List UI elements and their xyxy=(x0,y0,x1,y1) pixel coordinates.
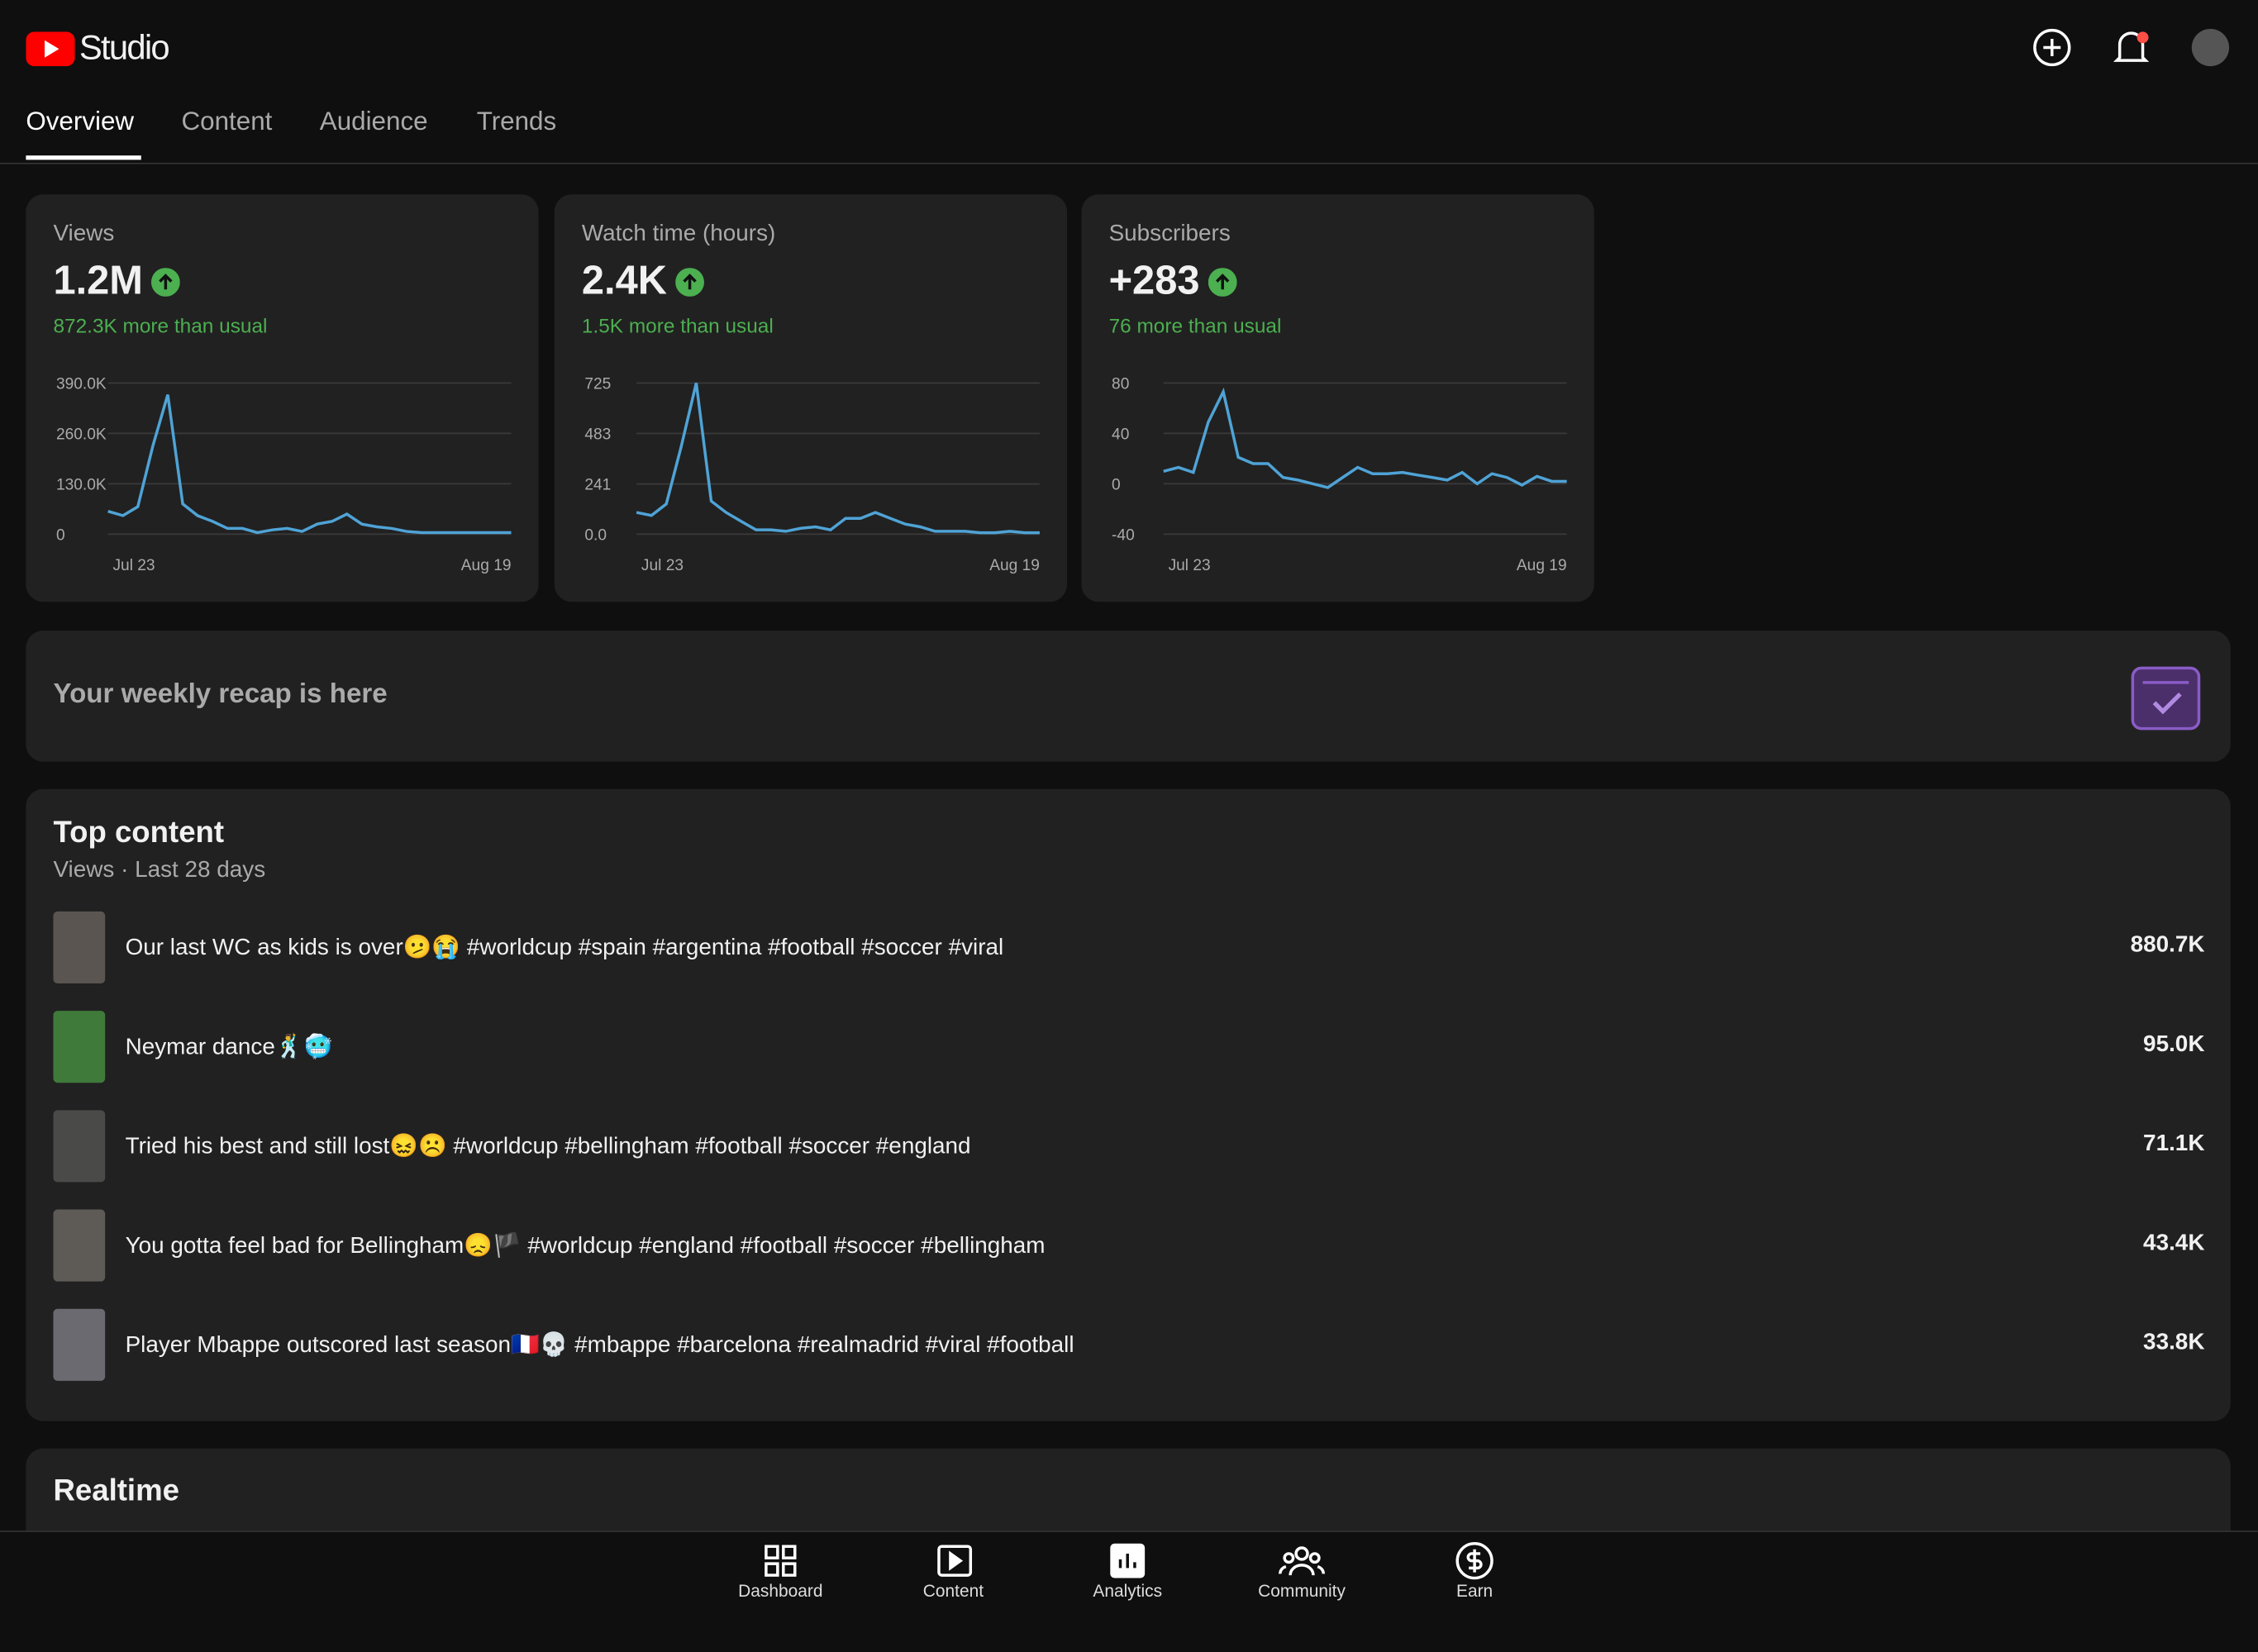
metric-value: 1.2M xyxy=(53,258,181,304)
tab[interactable]: Audience xyxy=(319,106,428,136)
y-tick-label: 80 xyxy=(1112,375,1129,393)
row-title: Our last WC as kids is over🫤😭 #worldcup … xyxy=(125,935,1004,961)
tab[interactable]: Trends xyxy=(476,106,557,136)
avatar[interactable] xyxy=(2191,28,2230,67)
metric-card[interactable]: Views 1.2M 872.3K more than usual 0 130.0K 26… xyxy=(26,194,539,602)
chart: -40 0 40 80 Jul 23 Aug 19 xyxy=(1112,375,1567,574)
thumbnail xyxy=(53,1110,106,1183)
metric-card[interactable]: Watch time (hours) 2.4K 1.5K more than usu… xyxy=(554,194,1068,602)
chart: 0 130.0K 260.0K 390.0K Jul 23 Aug 19 xyxy=(56,375,512,574)
thumbnail xyxy=(53,911,106,983)
y-tick-label: 260.0K xyxy=(56,426,107,443)
chart: 0.0 241 483 725 Jul 23 Aug 19 xyxy=(584,375,1040,574)
metric-title: Subscribers xyxy=(1108,221,1231,246)
row-title: Tried his best and still lost😖☹️ #worldc… xyxy=(125,1134,971,1159)
row-views: 95.0K xyxy=(2143,1032,2205,1057)
x-tick-label: Jul 23 xyxy=(1169,557,1211,574)
y-tick-label: 483 xyxy=(584,426,611,443)
y-tick-label: 130.0K xyxy=(56,476,107,493)
top-content-card: Top content Views · Last 28 days Our las… xyxy=(26,788,2231,1421)
up-arrow xyxy=(151,268,181,297)
y-tick-label: 40 xyxy=(1112,426,1129,443)
nav-item[interactable]: Community xyxy=(1258,1581,1346,1602)
row-views: 880.7K xyxy=(2130,933,2205,958)
metric-delta: 76 more than usual xyxy=(1108,313,1282,337)
bottom-nav xyxy=(0,1531,2258,1652)
tab-underline xyxy=(26,155,141,160)
section-title: Top content xyxy=(53,816,225,850)
line xyxy=(1163,387,1567,489)
nav-item[interactable]: Content xyxy=(922,1581,984,1602)
nav-icons xyxy=(765,1542,1493,1580)
y-tick-label: 241 xyxy=(584,477,611,494)
row-title: Player Mbappe outscored last season🇫🇷💀 #… xyxy=(125,1333,1074,1358)
nav-item[interactable]: Analytics xyxy=(1093,1581,1163,1602)
x-tick-label: Jul 23 xyxy=(112,557,155,574)
section-title: Realtime xyxy=(53,1474,179,1508)
y-tick-label: 725 xyxy=(584,375,611,393)
line xyxy=(636,383,1040,535)
logo-icon xyxy=(26,31,75,67)
metric-value: 2.4K xyxy=(582,258,705,304)
y-tick-label: 0.0 xyxy=(584,526,607,544)
metric-title: Views xyxy=(53,221,115,246)
logo-text: Studio xyxy=(79,28,170,68)
create-icon[interactable] xyxy=(2033,28,2071,67)
line xyxy=(107,394,512,535)
section-subtitle: Views · Last 28 days xyxy=(53,858,266,883)
metric-delta: 872.3K more than usual xyxy=(53,313,268,337)
row-views: 71.1K xyxy=(2143,1131,2205,1157)
metric-value: +283 xyxy=(1109,258,1237,304)
header-icons xyxy=(2033,28,2230,67)
content-row[interactable]: You gotta feel bad for Bellingham😞🏴 #wor… xyxy=(26,1202,2230,1289)
up-arrow xyxy=(1208,268,1237,297)
x-tick-label: Aug 19 xyxy=(1517,557,1567,574)
tab[interactable]: Content xyxy=(181,106,273,136)
x-tick-label: Aug 19 xyxy=(989,557,1040,574)
row-views: 33.8K xyxy=(2143,1330,2205,1355)
content-row[interactable]: Tried his best and still lost😖☹️ #worldc… xyxy=(26,1103,2230,1190)
nav-item[interactable]: Earn xyxy=(1456,1581,1493,1602)
y-tick-label: 0 xyxy=(1112,476,1121,493)
metric-delta: 1.5K more than usual xyxy=(581,313,774,337)
recap-card[interactable]: Your weekly recap is here xyxy=(26,631,2231,762)
row-title: Neymar dance🕺🥶 xyxy=(125,1035,333,1060)
metric-card[interactable]: Subscribers +283 76 more than usual -40 0 40 8… xyxy=(1081,194,1594,602)
y-tick-label: 0 xyxy=(56,526,65,544)
thumbnail xyxy=(53,1011,106,1083)
y-tick-label: 390.0K xyxy=(56,375,107,393)
tab[interactable]: Overview xyxy=(26,106,135,136)
recap-text: Your weekly recap is here xyxy=(53,679,388,710)
divider xyxy=(0,162,2258,164)
row-views: 43.4K xyxy=(2143,1231,2205,1256)
content-row[interactable]: Player Mbappe outscored last season🇫🇷💀 #… xyxy=(26,1302,2230,1388)
x-tick-label: Jul 23 xyxy=(641,557,684,574)
up-arrow xyxy=(675,268,705,297)
thumbnail xyxy=(53,1308,106,1381)
y-tick-label: -40 xyxy=(1112,526,1135,544)
x-tick-label: Aug 19 xyxy=(461,557,512,574)
row-title: You gotta feel bad for Bellingham😞🏴 #wor… xyxy=(125,1234,1046,1259)
content-row[interactable]: Neymar dance🕺🥶 95.0K xyxy=(26,1003,2230,1090)
content-row[interactable]: Our last WC as kids is over🫤😭 #worldcup … xyxy=(26,904,2230,991)
notifications-icon[interactable] xyxy=(2113,31,2150,62)
metric-title: Watch time (hours) xyxy=(581,221,776,246)
recap-icon xyxy=(2131,666,2201,731)
thumbnail xyxy=(53,1209,106,1282)
nav-item[interactable]: Dashboard xyxy=(738,1581,823,1602)
